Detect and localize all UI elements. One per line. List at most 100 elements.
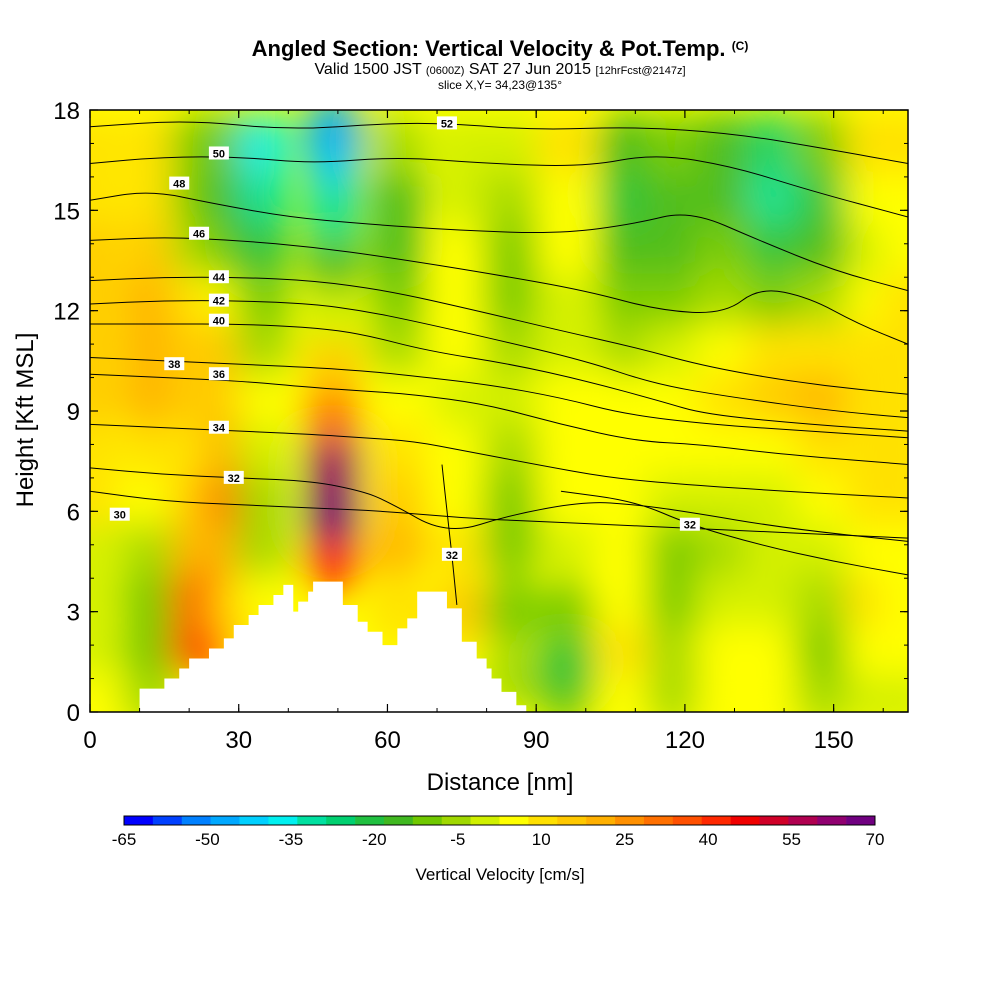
w-cell [119,611,180,680]
w-cell [367,259,428,328]
colorbar-label: Vertical Velocity [cm/s] [415,865,584,884]
w-cell [535,510,596,579]
w-cell [535,360,596,429]
w-cell [302,527,363,596]
w-cell [431,410,492,479]
w-cell [481,110,542,178]
contour-label-bg [169,176,190,190]
w-cell [481,510,542,579]
colorbar-swatch [355,816,385,825]
colorbar-tick-label: -50 [195,830,220,849]
colorbar-swatch [441,816,471,825]
w-cell [694,310,755,379]
w-cell [535,259,596,328]
x-axis-label: Distance [nm] [427,769,574,796]
w-cell [535,110,596,178]
w-cell [793,560,854,629]
w-cell [367,310,428,379]
y-tick-label: 9 [67,399,80,426]
w-cell [367,110,428,178]
w-cell [694,159,755,228]
colorbar-tick-label: 10 [532,830,551,849]
theta-contours: 30 32 32 32 34 36 38 40 42 44 46 48 50 52 [90,116,908,606]
x-tick-label: 120 [665,727,705,754]
w-cell [595,510,656,579]
w-cell [431,209,492,278]
w-cell [481,159,542,228]
w-cell [233,259,294,328]
w-cell [644,360,705,429]
w-cell [535,310,596,379]
w-cell [694,611,755,680]
w-cell [595,611,656,680]
y-tick-label: 6 [67,499,80,526]
colorbar-swatch [470,816,500,825]
contour-label-bg [189,226,210,240]
w-cell [481,360,542,429]
w-cell [694,560,755,629]
contour-label-bg [208,270,229,284]
w-cell [119,209,180,278]
field-blobs [90,110,908,712]
w-cell [878,510,908,579]
w-cell [481,209,542,278]
x-tick-label: 30 [225,727,252,754]
colorbar-swatch [701,816,731,825]
w-cell [233,310,294,379]
colorbar-frame [123,815,876,826]
contour-label-bg [208,293,229,307]
w-cell [694,209,755,278]
colorbar-swatch [152,816,183,825]
w-cell [644,410,705,479]
w-cell [535,209,596,278]
contour-label: 40 [213,316,225,328]
colorbar-swatch [181,816,211,825]
contour-label-bg [223,470,244,484]
w-cell [119,510,180,579]
w-cell [233,110,294,178]
w-cell [694,410,755,479]
w-cell [535,627,596,696]
w-cell [302,326,363,395]
w-cell [119,259,180,328]
w-cell [595,460,656,529]
colorbar-tick-label: 55 [782,830,801,849]
theta-contour-36 [90,373,908,466]
w-cell [302,477,363,546]
w-cell [233,510,294,579]
y-axis-label: Height [Kft MSL] [12,333,39,508]
w-cell [878,410,908,479]
w-cell [119,460,180,529]
contour-label: 48 [173,179,185,191]
w-cell [595,110,656,178]
w-cell [744,611,805,680]
contour-label: 36 [213,369,225,381]
w-cell [233,209,294,278]
w-cell [90,209,120,278]
w-cell [431,159,492,228]
w-cell [744,310,805,379]
contour-label-bg [441,547,462,561]
contour-label: 38 [168,359,180,371]
w-cell [481,410,542,479]
w-cell [535,577,596,646]
w-cell [367,410,428,479]
theta-contour-32 [90,467,908,542]
colorbar-tick-label: 25 [615,830,634,849]
w-cell [90,310,120,379]
theta-contour-44 [90,276,908,395]
w-cell [535,159,596,228]
w-cell [233,410,294,479]
colorbar-tick-label: 40 [699,830,718,849]
w-cell [367,159,428,228]
contour-label: 32 [228,473,240,485]
w-cell [431,310,492,379]
colorbar-tick-label: -20 [362,830,387,849]
y-tick-label: 18 [53,98,80,125]
w-cell [481,310,542,379]
contour-label-bg [164,357,185,371]
theta-contour-48 [90,192,908,292]
w-cell [233,460,294,529]
y-tick-label: 0 [67,700,80,727]
